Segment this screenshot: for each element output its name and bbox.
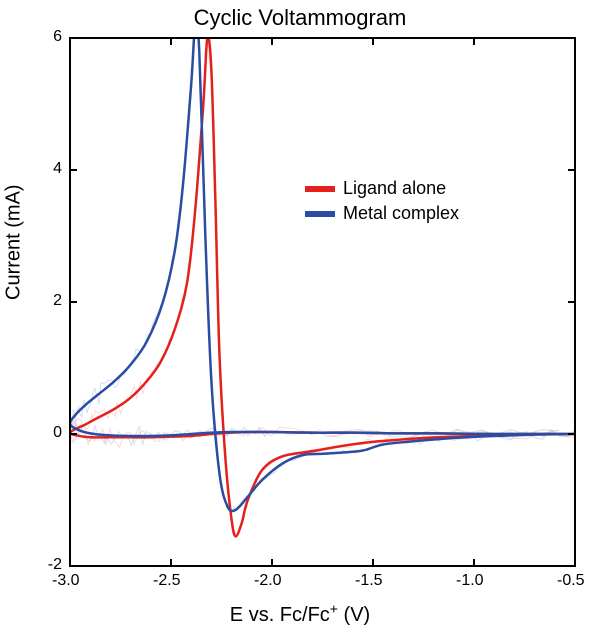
legend-label: Ligand alone <box>343 178 446 199</box>
x-tick-label: -2.0 <box>254 572 282 590</box>
legend-swatch <box>305 186 335 192</box>
legend-label: Metal complex <box>343 203 459 224</box>
cv-chart: Cyclic Voltammogram Current (mA) E vs. F… <box>0 0 600 635</box>
legend-item: Ligand alone <box>305 178 459 199</box>
x-tick-label: -1.0 <box>456 572 484 590</box>
y-tick-label: -2 <box>48 556 62 574</box>
legend-item: Metal complex <box>305 203 459 224</box>
x-tick-label: -1.5 <box>355 572 383 590</box>
y-tick-label: 6 <box>53 28 62 46</box>
legend-swatch <box>305 211 335 217</box>
y-tick-label: 2 <box>53 292 62 310</box>
y-tick-label: 4 <box>53 160 62 178</box>
chart-svg <box>0 0 600 635</box>
y-tick-label: 0 <box>53 424 62 442</box>
x-tick-label: -0.5 <box>557 572 585 590</box>
x-tick-label: -3.0 <box>52 572 80 590</box>
x-tick-label: -2.5 <box>153 572 181 590</box>
legend: Ligand alone Metal complex <box>305 178 459 228</box>
